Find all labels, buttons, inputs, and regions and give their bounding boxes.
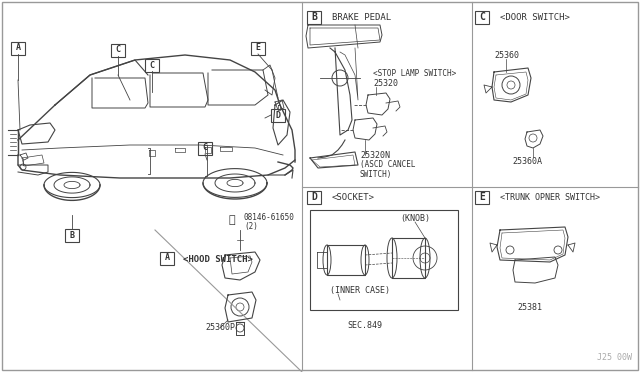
Bar (307, 190, 321, 203)
Bar (251, 42, 265, 55)
Text: E: E (255, 44, 260, 52)
Bar (307, 10, 321, 23)
Text: 25320: 25320 (373, 78, 398, 87)
Text: <DOOR SWITCH>: <DOOR SWITCH> (500, 13, 570, 22)
Text: B: B (311, 12, 317, 22)
Text: C: C (115, 45, 120, 55)
Text: <STOP LAMP SWITCH>: <STOP LAMP SWITCH> (373, 68, 456, 77)
Bar (271, 109, 285, 122)
Bar (475, 190, 489, 203)
Text: A: A (164, 253, 170, 263)
Text: SWITCH): SWITCH) (360, 170, 392, 179)
Text: A: A (15, 44, 20, 52)
Text: B: B (70, 231, 74, 240)
Text: 25360A: 25360A (512, 157, 542, 167)
Text: C: C (202, 144, 207, 153)
Text: BRAKE PEDAL: BRAKE PEDAL (332, 13, 391, 22)
Bar (475, 10, 489, 23)
Text: (KNOB): (KNOB) (400, 214, 430, 222)
Bar (198, 141, 212, 154)
Text: <TRUNK OPNER SWITCH>: <TRUNK OPNER SWITCH> (500, 192, 600, 202)
Text: <SOCKET>: <SOCKET> (332, 192, 375, 202)
Text: 08146-61650: 08146-61650 (244, 214, 295, 222)
Bar (111, 44, 125, 57)
Text: <HOOD SWITCH>: <HOOD SWITCH> (183, 256, 253, 264)
Bar (310, 210, 458, 310)
Text: 25381: 25381 (518, 304, 543, 312)
Text: 25360P: 25360P (205, 324, 235, 333)
Text: (2): (2) (244, 222, 258, 231)
Bar (145, 58, 159, 71)
Bar (160, 251, 174, 264)
Text: C: C (479, 12, 485, 22)
Bar (65, 228, 79, 241)
Text: E: E (479, 192, 485, 202)
Bar (11, 42, 25, 55)
Text: Ⓑ: Ⓑ (228, 215, 236, 225)
Text: 25320N: 25320N (360, 151, 390, 160)
Text: (ASCD CANCEL: (ASCD CANCEL (360, 160, 415, 170)
Text: D: D (311, 192, 317, 202)
Text: C: C (150, 61, 154, 70)
Text: J25 00W: J25 00W (597, 353, 632, 362)
Text: D: D (275, 110, 280, 119)
Text: (INNER CASE): (INNER CASE) (330, 285, 390, 295)
Text: 25360: 25360 (494, 51, 519, 60)
Text: SEC.849: SEC.849 (348, 321, 383, 330)
